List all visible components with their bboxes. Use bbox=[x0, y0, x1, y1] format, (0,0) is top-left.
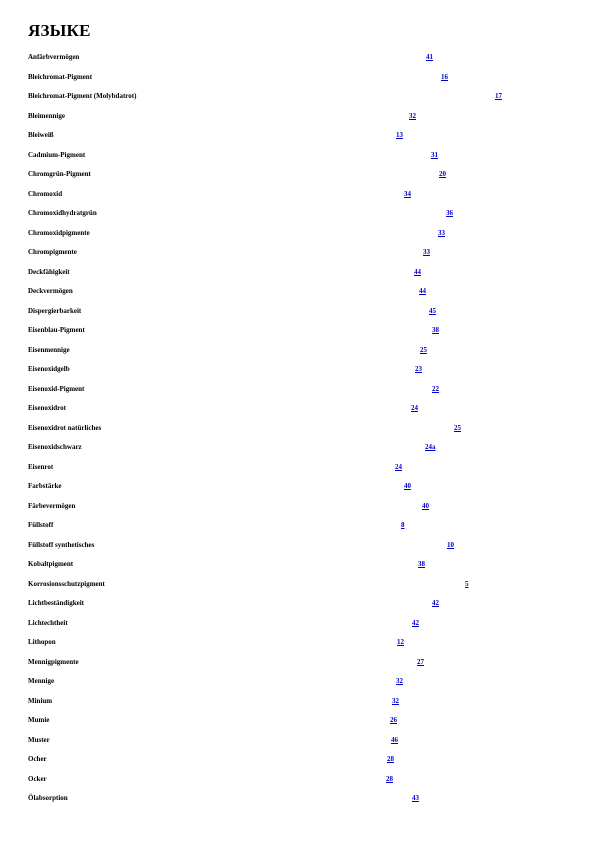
index-term: Anfärbvermögen bbox=[28, 53, 80, 61]
index-page-link[interactable]: 24 bbox=[411, 404, 418, 412]
index-page-link[interactable]: 28 bbox=[387, 755, 394, 763]
index-page-link[interactable]: 17 bbox=[495, 92, 502, 100]
index-page-link[interactable]: 28 bbox=[386, 775, 393, 783]
index-page-link[interactable]: 20 bbox=[439, 170, 446, 178]
index-page-link[interactable]: 32 bbox=[396, 677, 403, 685]
index-term: Bleichromat-Pigment bbox=[28, 73, 93, 81]
index-term: Eisenoxidschwarz bbox=[28, 443, 82, 451]
index-term: Cadmium-Pigment bbox=[28, 151, 86, 159]
index-term: Eisenoxid-Pigment bbox=[28, 385, 85, 393]
index-page-link[interactable]: 41 bbox=[426, 53, 433, 61]
index-term: Mennige bbox=[28, 677, 55, 685]
index-page-link[interactable]: 45 bbox=[429, 307, 436, 315]
index-term: Füllstoff bbox=[28, 521, 54, 529]
index-page-link[interactable]: 36 bbox=[446, 209, 453, 217]
index-term: Mennigpigmente bbox=[28, 658, 79, 666]
index-term: Lithopon bbox=[28, 638, 56, 646]
index-term: Lichtechtheit bbox=[28, 619, 68, 627]
index-page-link[interactable]: 40 bbox=[422, 502, 429, 510]
index-page-link[interactable]: 25 bbox=[454, 424, 461, 432]
index-page-link[interactable]: 8 bbox=[401, 521, 405, 529]
index-term: Eisenoxidgelb bbox=[28, 365, 70, 373]
index-term: Chromoxidpigmente bbox=[28, 229, 90, 237]
index-term: Eisenrot bbox=[28, 463, 54, 471]
index-page-link[interactable]: 33 bbox=[438, 229, 445, 237]
index-page-link[interactable]: 42 bbox=[412, 619, 419, 627]
index-term: Deckfähigkeit bbox=[28, 268, 70, 276]
index-term: Eisenoxidrot bbox=[28, 404, 66, 412]
index-term: Färbevermögen bbox=[28, 502, 76, 510]
index-page-link[interactable]: 40 bbox=[404, 482, 411, 490]
index-page-link[interactable]: 44 bbox=[414, 268, 421, 276]
index-term: Deckvermögen bbox=[28, 287, 73, 295]
index-term: Eisenoxidrot natürliches bbox=[28, 424, 102, 432]
index-term: Füllstoff synthetisches bbox=[28, 541, 95, 549]
index-page-link[interactable]: 24 bbox=[395, 463, 402, 471]
index-page-link[interactable]: 22 bbox=[432, 385, 439, 393]
index-term: Dispergierbarkeit bbox=[28, 307, 82, 315]
index-page-link[interactable]: 23 bbox=[415, 365, 422, 373]
index-page-link[interactable]: 38 bbox=[432, 326, 439, 334]
index-page-link[interactable]: 5 bbox=[465, 580, 469, 588]
index-page-link[interactable]: 26 bbox=[390, 716, 397, 724]
index-page-link[interactable]: 42 bbox=[432, 599, 439, 607]
index-page-link[interactable]: 32 bbox=[392, 697, 399, 705]
index-term: Chrompigmente bbox=[28, 248, 77, 256]
index-page-link[interactable]: 31 bbox=[431, 151, 438, 159]
index-page-link[interactable]: 46 bbox=[391, 736, 398, 744]
index-term: Ocker bbox=[28, 775, 47, 783]
index-page-link[interactable]: 13 bbox=[396, 131, 403, 139]
index-term: Ocher bbox=[28, 755, 47, 763]
index-page-link[interactable]: 38 bbox=[418, 560, 425, 568]
index-term: Farbstärke bbox=[28, 482, 62, 490]
index-term: Korrosionsschutzpigment bbox=[28, 580, 105, 588]
index-term: Kobaltpigment bbox=[28, 560, 74, 568]
index-page-link[interactable]: 32 bbox=[409, 112, 416, 120]
index-term: Chromgrün-Pigment bbox=[28, 170, 91, 178]
index-term: Chromoxidhydratgrün bbox=[28, 209, 97, 217]
index-term: Bleiweiß bbox=[28, 131, 54, 139]
index-page-link[interactable]: 34 bbox=[404, 190, 411, 198]
index-page-link[interactable]: 16 bbox=[441, 73, 448, 81]
index-term: Eisenmennige bbox=[28, 346, 70, 354]
index-page-link[interactable]: 44 bbox=[419, 287, 426, 295]
index-page-link[interactable]: 43 bbox=[412, 794, 419, 802]
index-term: Eisenblau-Pigment bbox=[28, 326, 85, 334]
index-page-link[interactable]: 33 bbox=[423, 248, 430, 256]
index-page-link[interactable]: 24a bbox=[425, 443, 436, 451]
index-term: Bleichromat-Pigment (Molybdatrot) bbox=[28, 92, 137, 100]
index-page-link[interactable]: 27 bbox=[417, 658, 424, 666]
index-page-link[interactable]: 10 bbox=[447, 541, 454, 549]
page-heading: ЯЗЫКЕ bbox=[28, 21, 91, 40]
index-page-link[interactable]: 25 bbox=[420, 346, 427, 354]
index-term: Minium bbox=[28, 697, 53, 705]
index-term: Bleimennige bbox=[28, 112, 65, 120]
index-term: Muster bbox=[28, 736, 50, 744]
index-page-link[interactable]: 12 bbox=[397, 638, 404, 646]
index-term: Chromoxid bbox=[28, 190, 63, 198]
index-term: Ölabsorption bbox=[28, 794, 68, 802]
index-term: Lichtbeständigkeit bbox=[28, 599, 85, 607]
index-term: Mumie bbox=[28, 716, 50, 724]
